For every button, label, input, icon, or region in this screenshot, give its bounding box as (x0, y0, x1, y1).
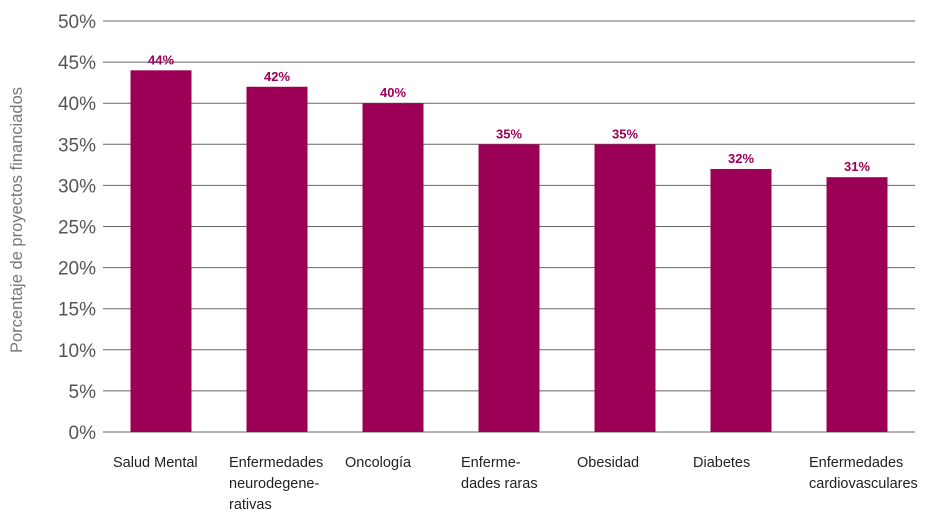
data-label: 35% (496, 126, 522, 141)
data-label: 32% (728, 151, 754, 166)
x-category-label: Enferme-dades raras (461, 455, 538, 492)
bar (246, 86, 308, 432)
data-labels: 44% 42% 40% 35% 35% 32% 31% (148, 52, 870, 174)
y-tick-label: 15% (58, 300, 96, 321)
data-label: 44% (148, 52, 174, 67)
y-tick-label: 30% (58, 176, 96, 197)
bar (826, 177, 888, 432)
y-tick-label: 20% (58, 259, 96, 280)
bars (130, 70, 888, 433)
y-tick-label: 35% (58, 135, 96, 156)
bar (710, 168, 772, 432)
bar (594, 144, 656, 433)
x-category-label-line: Enferme- (461, 455, 521, 471)
y-tick-label: 10% (58, 341, 96, 362)
y-tick-label: 40% (58, 94, 96, 115)
y-axis-title: Porcentaje de proyectos financiados (8, 87, 26, 353)
x-category-label-line: Obesidad (577, 455, 639, 471)
y-tick-label: 45% (58, 53, 96, 74)
x-category-label-line: neurodegene- (229, 476, 319, 492)
bar (362, 103, 424, 432)
bar (478, 144, 540, 433)
data-label: 42% (264, 69, 290, 84)
y-tick-label: 25% (58, 218, 96, 239)
x-category-label-line: Enfermedades (229, 455, 323, 471)
y-axis-tick-labels: 0% 5% 10% 15% 20% 25% 30% 35% 40% 45% 50% (58, 12, 96, 444)
x-category-label-line: Oncología (345, 455, 412, 471)
x-category-label: Diabetes (693, 455, 750, 471)
x-category-label: Enfermedades cardiovasculares (809, 455, 918, 492)
x-category-label-line: Enfermedades (809, 455, 903, 471)
x-category-label: Oncología (345, 455, 412, 471)
y-tick-label: 5% (69, 382, 97, 403)
data-label: 31% (844, 159, 870, 174)
x-category-label-line: Diabetes (693, 455, 750, 471)
x-category-label-line: Salud Mental (113, 455, 198, 471)
x-category-label: Salud Mental (113, 455, 198, 471)
data-label: 35% (612, 126, 638, 141)
x-category-label-line: rativas (229, 497, 272, 513)
x-category-label: Enfermedades neurodegene-rativas (229, 455, 323, 513)
y-tick-label: 50% (58, 12, 96, 33)
x-axis-category-labels: Salud Mental Enfermedades neurodegene-rati… (113, 455, 918, 513)
y-tick-label: 0% (69, 423, 97, 444)
bar (130, 70, 192, 432)
x-category-label-line: cardiovasculares (809, 476, 918, 492)
x-category-label-line: dades raras (461, 476, 538, 492)
data-label: 40% (380, 85, 406, 100)
x-category-label: Obesidad (577, 455, 639, 471)
